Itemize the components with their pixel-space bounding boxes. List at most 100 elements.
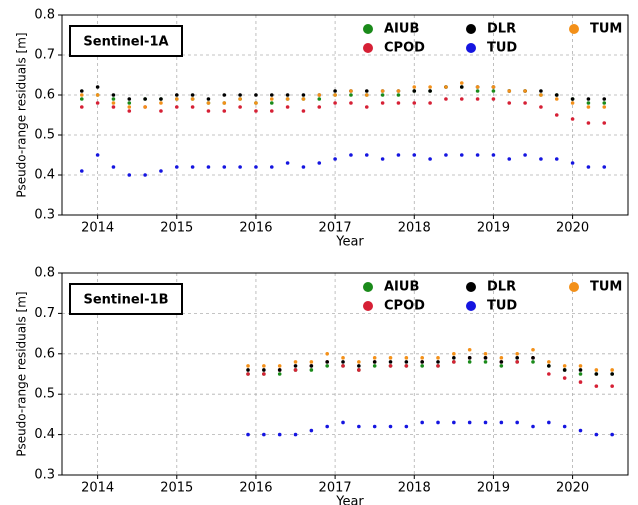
data-point xyxy=(586,121,591,125)
data-point xyxy=(515,352,519,356)
data-point xyxy=(507,101,512,105)
data-point xyxy=(254,101,258,105)
data-point xyxy=(436,364,440,368)
data-point xyxy=(246,364,250,368)
data-point xyxy=(578,380,583,384)
data-point xyxy=(317,161,322,165)
data-point xyxy=(578,428,583,433)
x-tick-label: 2014 xyxy=(81,481,114,496)
data-point xyxy=(475,97,480,101)
legend-marker xyxy=(466,282,476,292)
data-point xyxy=(341,420,345,425)
data-point xyxy=(578,372,583,376)
legend-label: TUD xyxy=(487,41,517,56)
data-point xyxy=(570,117,575,121)
data-point xyxy=(467,360,472,364)
data-point xyxy=(388,364,393,368)
data-point xyxy=(412,153,417,157)
data-point xyxy=(459,85,464,89)
y-tick-label: 0.7 xyxy=(34,306,55,321)
data-point xyxy=(277,432,282,437)
panel-label-box xyxy=(69,25,183,57)
data-point xyxy=(388,360,393,364)
data-point xyxy=(483,420,488,425)
data-point xyxy=(420,360,424,364)
data-point xyxy=(594,384,599,388)
data-point xyxy=(325,424,329,429)
data-point xyxy=(159,97,163,101)
data-point xyxy=(349,101,353,105)
x-tick-label: 2016 xyxy=(239,221,272,236)
data-point xyxy=(562,376,567,380)
data-point xyxy=(79,105,84,109)
data-point xyxy=(412,101,417,105)
data-point xyxy=(254,109,258,113)
plot-frame xyxy=(61,14,629,216)
data-point xyxy=(333,101,337,105)
data-point xyxy=(483,356,488,360)
data-point xyxy=(127,105,132,109)
data-point xyxy=(317,97,322,101)
y-tick-label: 0.4 xyxy=(34,427,55,442)
data-point xyxy=(388,424,393,429)
x-tick-label: 2019 xyxy=(477,221,510,236)
data-point xyxy=(499,360,504,364)
legend-marker xyxy=(466,43,476,53)
data-point xyxy=(570,161,575,165)
data-point xyxy=(554,93,559,97)
data-point xyxy=(491,89,496,93)
data-point xyxy=(554,157,559,161)
data-point xyxy=(174,105,179,109)
data-point xyxy=(412,89,417,93)
data-point xyxy=(111,93,116,97)
data-point xyxy=(507,157,512,161)
data-point xyxy=(95,93,100,97)
data-point xyxy=(380,89,385,93)
data-point xyxy=(372,356,377,360)
data-point xyxy=(222,165,227,169)
data-point xyxy=(436,420,440,425)
x-tick-label: 2015 xyxy=(160,481,193,496)
data-point xyxy=(610,432,614,437)
data-point xyxy=(79,97,84,101)
data-point xyxy=(364,105,369,109)
data-point xyxy=(531,424,535,429)
data-point xyxy=(301,97,306,101)
data-point xyxy=(578,368,583,372)
legend-marker xyxy=(363,301,373,311)
x-tick-label: 2014 xyxy=(81,221,114,236)
data-point xyxy=(586,101,591,105)
data-point xyxy=(531,356,535,360)
legend-marker xyxy=(569,24,579,34)
x-tick-label: 2015 xyxy=(160,221,193,236)
data-point xyxy=(547,372,551,376)
data-point xyxy=(602,121,607,125)
data-point xyxy=(269,101,274,105)
data-point xyxy=(317,105,322,109)
data-point xyxy=(594,372,599,376)
data-point xyxy=(341,360,345,364)
data-point xyxy=(586,165,591,169)
x-tick-label: 2020 xyxy=(556,221,589,236)
y-tick-label: 0.6 xyxy=(34,88,55,103)
data-point xyxy=(499,420,504,425)
data-point xyxy=(238,93,242,97)
data-point xyxy=(95,101,100,105)
data-point xyxy=(269,165,274,169)
x-tick-label: 2019 xyxy=(477,481,510,496)
x-tick-label: 2018 xyxy=(398,481,431,496)
data-point xyxy=(444,85,448,89)
data-point xyxy=(269,97,274,101)
plot-frame xyxy=(61,272,629,476)
data-point xyxy=(396,153,401,157)
data-point xyxy=(222,101,227,105)
data-point xyxy=(238,97,242,101)
data-point xyxy=(111,165,116,169)
data-point xyxy=(570,97,575,101)
data-point xyxy=(95,153,100,157)
data-point xyxy=(277,368,282,372)
x-tick-label: 2018 xyxy=(398,221,431,236)
data-point xyxy=(174,165,179,169)
data-point xyxy=(293,368,298,372)
data-point xyxy=(285,105,290,109)
